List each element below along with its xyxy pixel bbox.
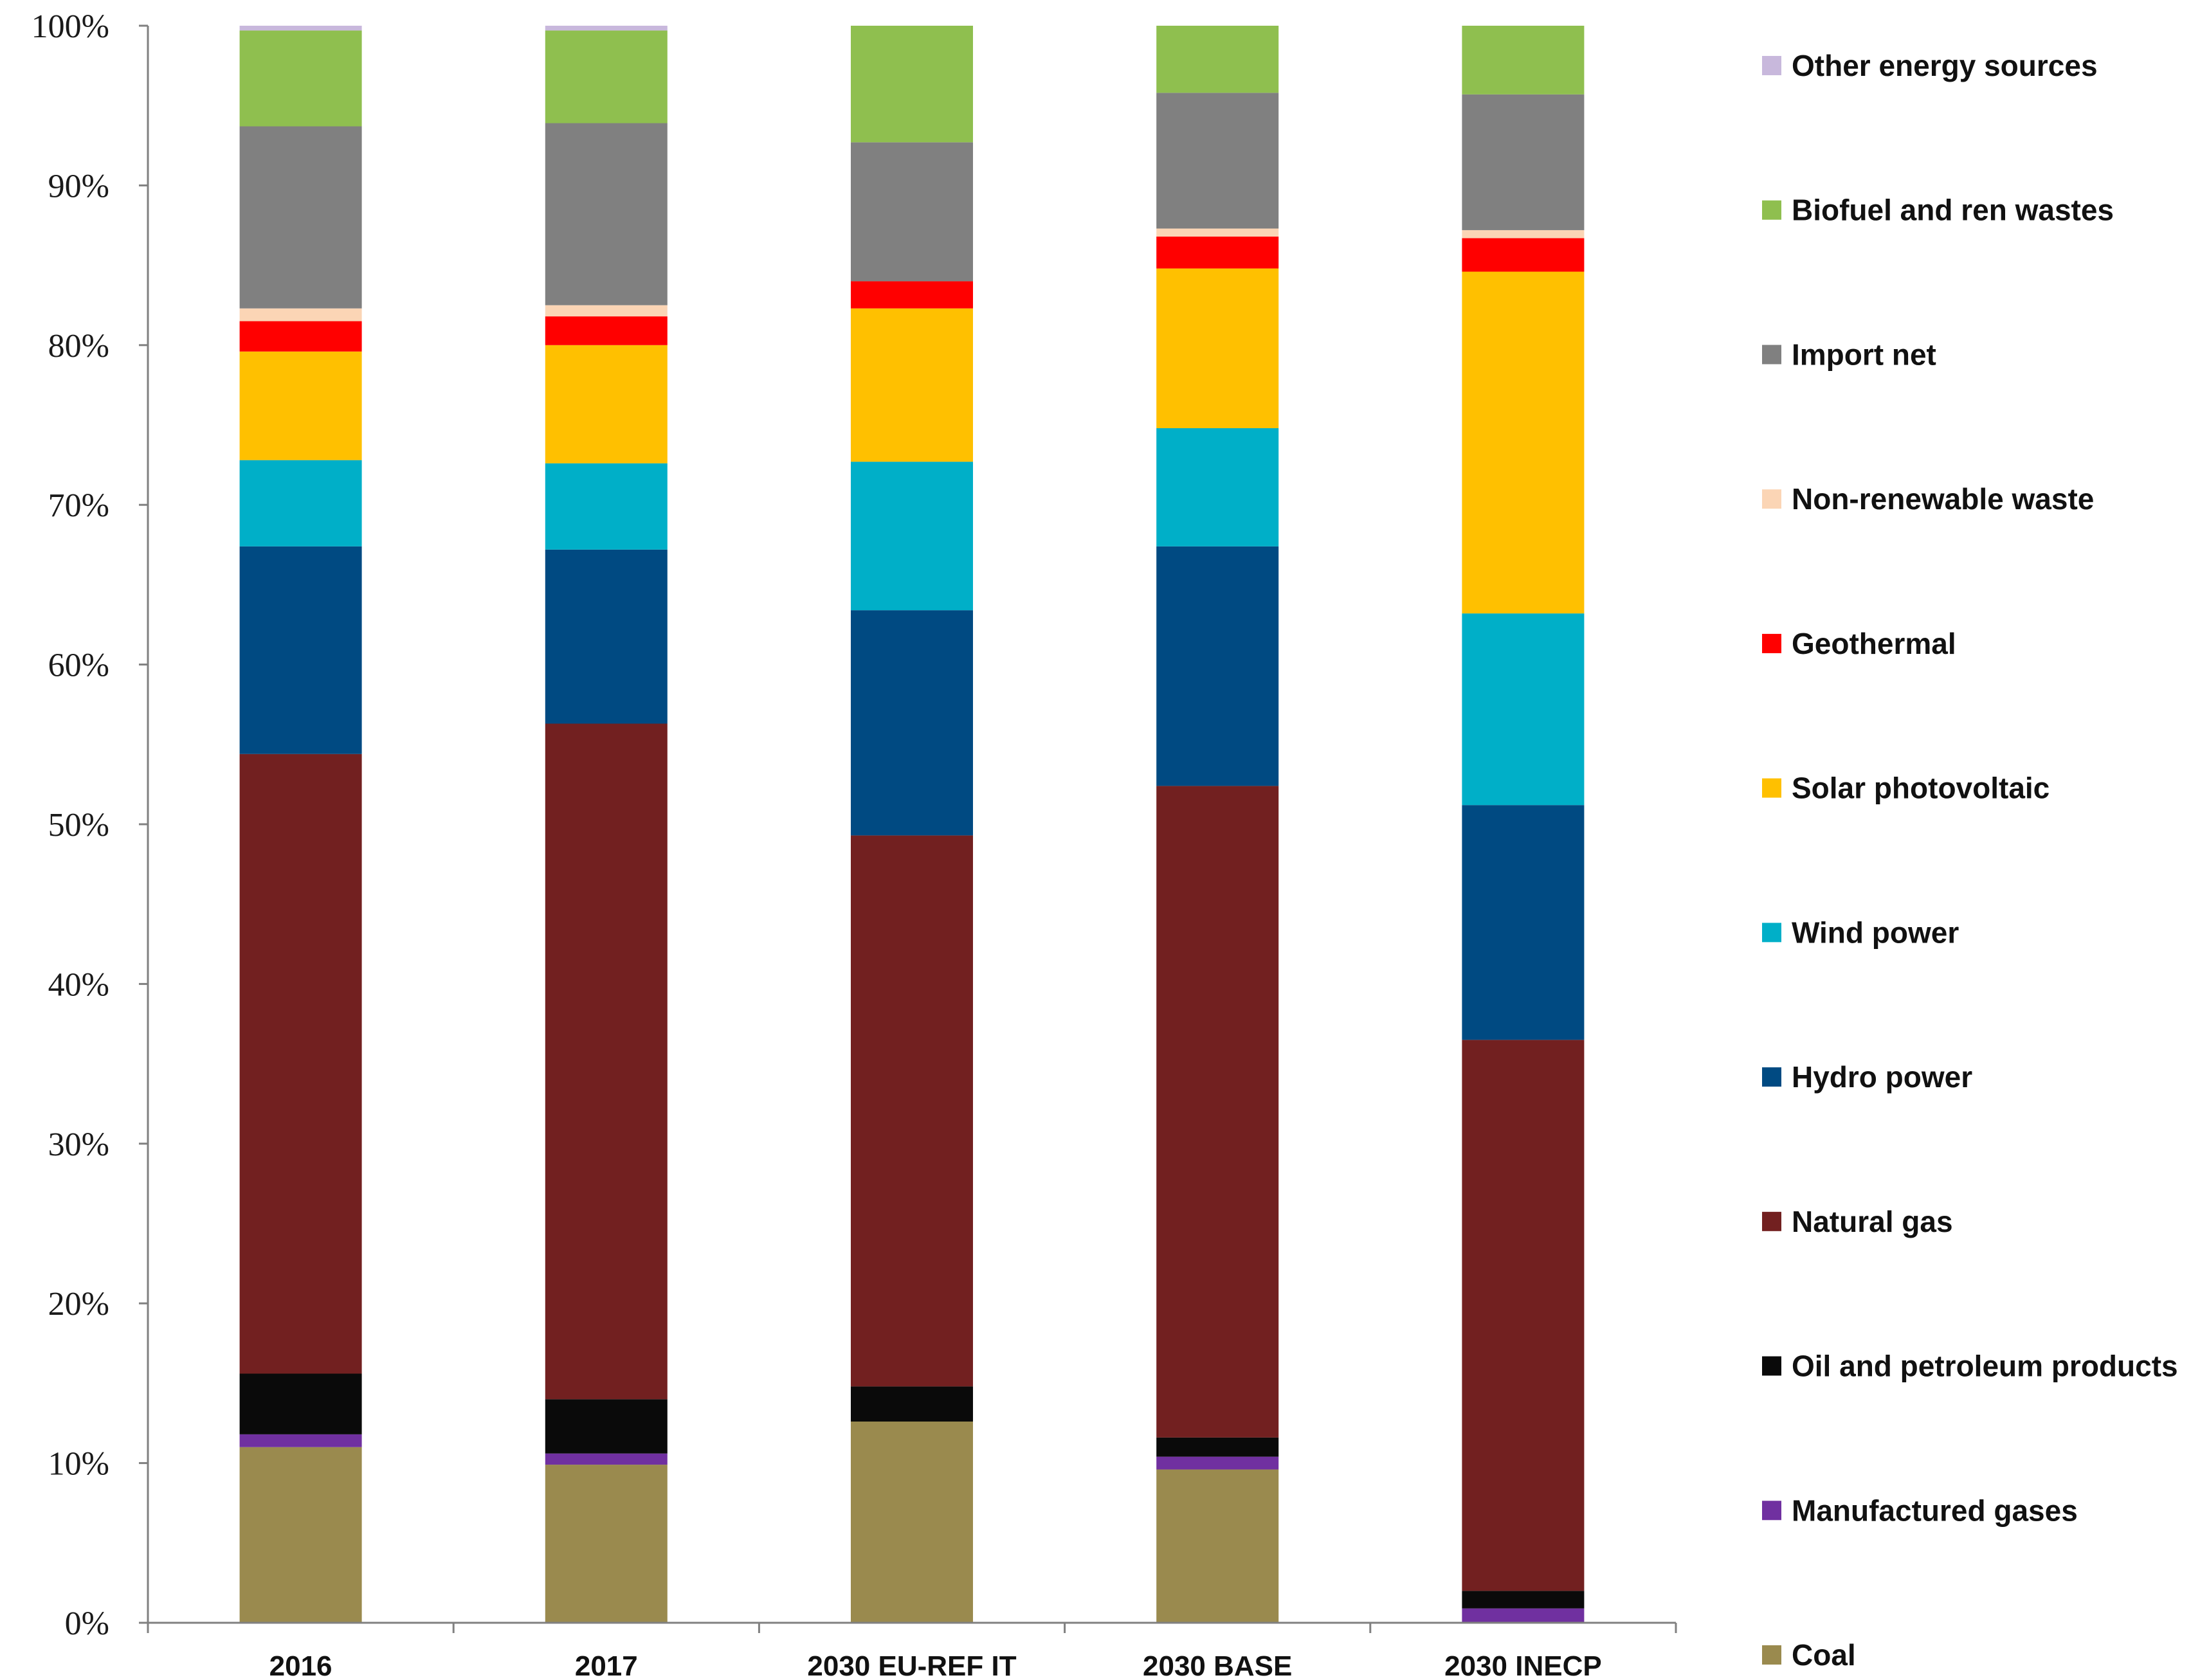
legend-swatch (1762, 1356, 1781, 1376)
bar-segment (239, 1373, 362, 1434)
legend-label: Oil and petroleum products (1792, 1350, 2178, 1383)
bar-segment (545, 463, 668, 550)
bar-segment (1462, 805, 1585, 1040)
legend-label: Hydro power (1792, 1060, 1972, 1094)
legend-label: Geothermal (1792, 627, 1956, 660)
legend-swatch (1762, 1501, 1781, 1521)
bar-segment (239, 126, 362, 309)
legend-label: Natural gas (1792, 1205, 1953, 1238)
x-axis: 2016 2017 2030 EU-REF IT 2030 BASE 2030 INEC… (147, 1621, 1677, 1680)
bar-segment (239, 1447, 362, 1623)
legend-swatch (1762, 633, 1781, 653)
bar-segment (1156, 268, 1279, 428)
bar-segment (239, 754, 362, 1374)
bar-segment (545, 549, 668, 724)
bar-segment (1156, 1437, 1279, 1457)
legend: Other energy sources Biofuel and ren wast… (1762, 49, 2178, 1672)
legend-swatch (1762, 923, 1781, 943)
bar-segment (1462, 94, 1585, 230)
bar-segment (1156, 228, 1279, 237)
y-tick-label: 50% (48, 807, 109, 844)
bar-segment (545, 723, 668, 1400)
bar-segment (1156, 428, 1279, 546)
y-tick-label: 70% (48, 487, 109, 524)
bar-segment (1462, 1040, 1585, 1591)
x-tick-label: 2017 (575, 1650, 638, 1680)
x-tick-label: 2016 (269, 1650, 332, 1680)
legend-label: Coal (1792, 1638, 1856, 1672)
legend-swatch (1762, 1645, 1781, 1665)
bar-segment (545, 123, 668, 305)
legend-swatch (1762, 345, 1781, 365)
y-tick-label: 30% (48, 1126, 109, 1163)
legend-swatch (1762, 200, 1781, 220)
bar-segment (1462, 1608, 1585, 1623)
bar-segment (239, 308, 362, 321)
bar-segment (545, 316, 668, 345)
bar-segment (1462, 613, 1585, 806)
bar-segment (1156, 236, 1279, 269)
legend-label: Solar photovoltaic (1792, 772, 2050, 805)
legend-label: Other energy sources (1792, 49, 2098, 82)
x-tick-label: 2030 EU-REF IT (807, 1650, 1016, 1680)
bar-segment (851, 462, 973, 611)
legend-swatch (1762, 1211, 1781, 1231)
y-tick-label: 20% (48, 1286, 109, 1323)
bar-segment (1462, 238, 1585, 272)
legend-label: Import net (1792, 338, 1936, 371)
legend-swatch (1762, 56, 1781, 75)
bar-segment (239, 321, 362, 352)
bar-segment (545, 1399, 668, 1454)
bar-segment (1156, 26, 1279, 93)
y-axis: 0% 10% 20% 30% 40% 50% 60% 70% 80% 90% 100% (32, 8, 149, 1642)
bar-segment (1462, 1591, 1585, 1609)
bar-segment (851, 1386, 973, 1422)
bar-segment (851, 308, 973, 462)
bar-segment (1462, 230, 1585, 239)
x-tick-label: 2030 BASE (1143, 1650, 1292, 1680)
bar-segment (239, 1434, 362, 1447)
y-tick-label: 40% (48, 966, 109, 1003)
bar-segment (851, 1422, 973, 1623)
bar-segment (545, 345, 668, 464)
legend-label: Manufactured gases (1792, 1494, 2078, 1527)
x-tick-label: 2030 INECP (1444, 1650, 1602, 1680)
legend-swatch (1762, 778, 1781, 798)
bars (239, 26, 1585, 1623)
y-tick-label: 80% (48, 328, 109, 365)
legend-label: Biofuel and ren wastes (1792, 194, 2114, 227)
bar-segment (1156, 546, 1279, 786)
y-tick-label: 90% (48, 168, 109, 204)
bar-segment (545, 1453, 668, 1465)
bar-segment (851, 142, 973, 282)
y-tick-label: 60% (48, 647, 109, 684)
bar-segment (1156, 93, 1279, 229)
bar-segment (239, 351, 362, 460)
bar-segment (545, 30, 668, 123)
bar-segment (851, 610, 973, 836)
bar-segment (239, 546, 362, 754)
legend-label: Wind power (1792, 916, 1959, 949)
bar-segment (1462, 26, 1585, 95)
bar-segment (1156, 1456, 1279, 1470)
bar-segment (1462, 271, 1585, 614)
legend-swatch (1762, 489, 1781, 509)
y-tick-label: 100% (32, 8, 109, 45)
y-tick-label: 0% (65, 1605, 109, 1642)
bar-segment (239, 30, 362, 127)
bar-segment (1156, 1469, 1279, 1623)
bar-segment (239, 26, 362, 31)
legend-swatch (1762, 1067, 1781, 1087)
bar-segment (239, 460, 362, 546)
bar-segment (545, 26, 668, 31)
bar-segment (851, 835, 973, 1387)
y-tick-label: 10% (48, 1446, 109, 1483)
legend-label: Non-renewable waste (1792, 482, 2094, 516)
bar-segment (1156, 786, 1279, 1438)
bar-segment (545, 305, 668, 317)
bar-segment (545, 1465, 668, 1623)
bar-segment (851, 281, 973, 309)
bar-segment (851, 26, 973, 143)
